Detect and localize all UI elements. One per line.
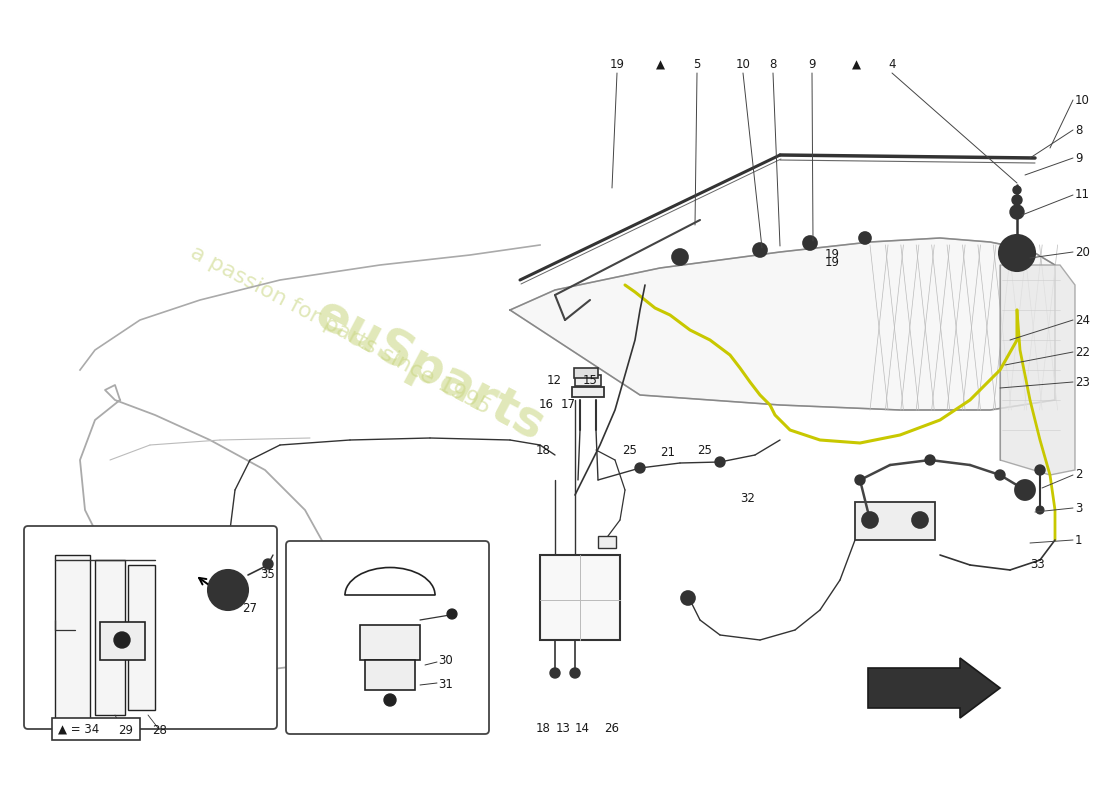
Text: 18: 18	[536, 722, 550, 734]
Circle shape	[550, 668, 560, 678]
Text: euSparts: euSparts	[307, 290, 553, 450]
Bar	[598, 536, 616, 548]
Bar	[855, 502, 935, 540]
Text: ▲: ▲	[656, 58, 664, 71]
Bar	[572, 387, 604, 397]
Bar	[52, 718, 140, 740]
Text: 11: 11	[1075, 189, 1090, 202]
Text: 19: 19	[825, 249, 839, 262]
Bar	[100, 622, 145, 660]
Circle shape	[1012, 195, 1022, 205]
FancyBboxPatch shape	[286, 541, 490, 734]
Circle shape	[263, 559, 273, 569]
Text: 28: 28	[152, 723, 167, 737]
Text: ▲: ▲	[851, 58, 860, 71]
Text: 31: 31	[438, 678, 453, 691]
Text: 18: 18	[536, 443, 550, 457]
Text: 35: 35	[261, 569, 275, 582]
Text: 10: 10	[1075, 94, 1090, 106]
Text: 3: 3	[1075, 502, 1082, 514]
Text: 10: 10	[736, 58, 750, 71]
Circle shape	[635, 463, 645, 473]
Text: 14: 14	[574, 722, 590, 734]
Bar	[575, 375, 601, 386]
Polygon shape	[95, 560, 125, 715]
Text: 13: 13	[556, 722, 571, 734]
Circle shape	[681, 591, 695, 605]
Text: 12: 12	[547, 374, 561, 386]
Circle shape	[999, 235, 1035, 271]
Circle shape	[1036, 506, 1044, 514]
Text: 19: 19	[825, 255, 839, 269]
Polygon shape	[55, 555, 90, 720]
Circle shape	[807, 240, 813, 246]
Text: 5: 5	[693, 58, 701, 71]
Text: 22: 22	[1075, 346, 1090, 358]
Circle shape	[1035, 465, 1045, 475]
Circle shape	[570, 668, 580, 678]
Text: 33: 33	[1031, 558, 1045, 571]
Text: 25: 25	[623, 443, 637, 457]
Circle shape	[676, 254, 683, 260]
Polygon shape	[128, 565, 155, 710]
Text: 16: 16	[539, 398, 553, 411]
Text: 19: 19	[609, 58, 625, 71]
Text: 17: 17	[561, 398, 575, 411]
Circle shape	[114, 632, 130, 648]
Text: a passion for parts since 1995: a passion for parts since 1995	[187, 242, 494, 418]
Circle shape	[803, 236, 817, 250]
Circle shape	[925, 455, 935, 465]
Text: 21: 21	[660, 446, 675, 458]
Circle shape	[855, 475, 865, 485]
Text: 20: 20	[1075, 246, 1090, 258]
Text: 1: 1	[1075, 534, 1082, 546]
Text: 25: 25	[697, 443, 713, 457]
Circle shape	[1009, 245, 1025, 261]
Circle shape	[1013, 186, 1021, 194]
Circle shape	[862, 512, 878, 528]
Text: 27: 27	[242, 602, 257, 614]
Circle shape	[672, 249, 688, 265]
Circle shape	[219, 581, 236, 599]
Polygon shape	[1000, 265, 1075, 475]
Circle shape	[1010, 205, 1024, 219]
Circle shape	[996, 470, 1005, 480]
Bar	[360, 625, 420, 660]
Circle shape	[226, 587, 231, 593]
Circle shape	[1014, 250, 1020, 256]
Bar	[365, 660, 415, 690]
Bar	[574, 368, 598, 378]
Text: 32: 32	[740, 491, 756, 505]
Text: ▲ = 34: ▲ = 34	[58, 722, 99, 735]
Polygon shape	[868, 658, 1000, 718]
Text: 4: 4	[889, 58, 895, 71]
Bar	[540, 555, 620, 640]
Text: 30: 30	[438, 654, 453, 666]
Circle shape	[384, 694, 396, 706]
Circle shape	[1015, 480, 1035, 500]
Text: 15: 15	[583, 374, 597, 386]
Circle shape	[754, 243, 767, 257]
Circle shape	[859, 232, 871, 244]
Circle shape	[757, 247, 763, 253]
Circle shape	[912, 512, 928, 528]
Circle shape	[715, 457, 725, 467]
Polygon shape	[510, 238, 1055, 410]
FancyBboxPatch shape	[24, 526, 277, 729]
Text: 9: 9	[808, 58, 816, 71]
Text: 8: 8	[769, 58, 777, 71]
Circle shape	[1021, 486, 1028, 494]
Text: 23: 23	[1075, 375, 1090, 389]
Text: 9: 9	[1075, 151, 1082, 165]
Circle shape	[447, 609, 456, 619]
Text: 24: 24	[1075, 314, 1090, 326]
Circle shape	[208, 570, 248, 610]
Text: 26: 26	[605, 722, 619, 734]
Text: 29: 29	[118, 723, 133, 737]
Text: 8: 8	[1075, 123, 1082, 137]
Text: 2: 2	[1075, 469, 1082, 482]
